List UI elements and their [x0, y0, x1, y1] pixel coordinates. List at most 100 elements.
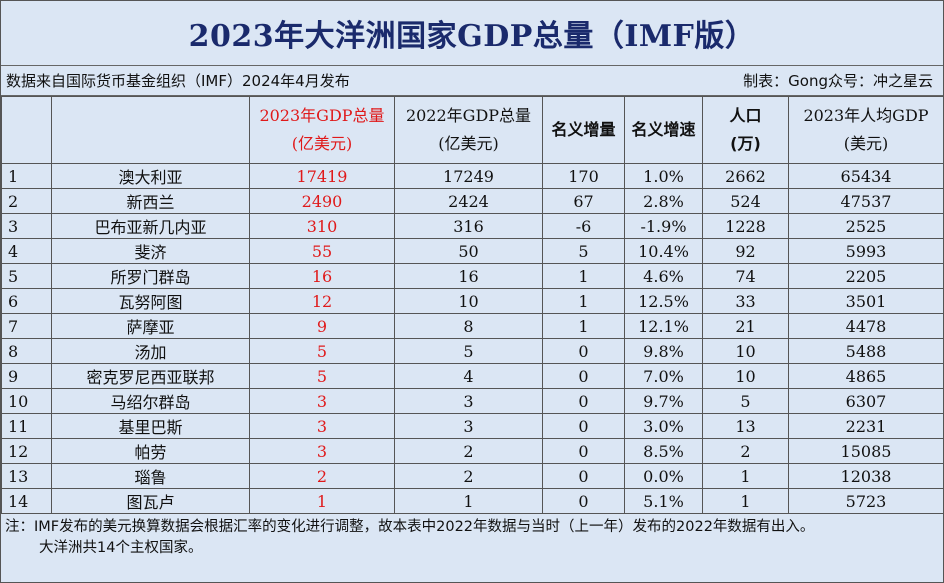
per-capita-cell: 2525: [788, 213, 944, 239]
footnote-line-2: 大洋洲共14个主权国家。: [39, 540, 203, 556]
growth-cell: 5.1%: [624, 488, 703, 514]
gdp2023-cell: 1: [249, 488, 395, 514]
table-row: 14 图瓦卢 1 1 0 5.1% 1 5723: [1, 488, 944, 514]
population-cell: 10: [702, 363, 789, 389]
population-cell: 1228: [702, 213, 789, 239]
rank-cell: 13: [1, 463, 52, 489]
header-population-unit: (万): [730, 134, 761, 153]
rank-cell: 4: [1, 238, 52, 264]
gdp2022-cell: 2: [394, 438, 543, 464]
gdp-table: 2023年GDP总量 (亿美元) 2022年GDP总量 (亿美元) 名义增量 名…: [1, 96, 944, 514]
country-cell: 马绍尔群岛: [51, 388, 250, 414]
rank-cell: 11: [1, 413, 52, 439]
gdp2022-cell: 17249: [394, 163, 543, 189]
gdp2022-cell: 8: [394, 313, 543, 339]
increase-cell: 170: [542, 163, 625, 189]
gdp2023-cell: 5: [249, 338, 395, 364]
table-row: 9 密克罗尼西亚联邦 5 4 0 7.0% 10 4865: [1, 363, 944, 389]
header-per-capita-label: 2023年人均GDP: [803, 106, 929, 125]
per-capita-cell: 5723: [788, 488, 944, 514]
per-capita-cell: 12038: [788, 463, 944, 489]
info-bar: 数据来自国际货币基金组织（IMF）2024年4月发布 制表：Gong众号：冲之星…: [1, 66, 943, 96]
header-population-label: 人口: [729, 106, 762, 125]
country-cell: 斐济: [51, 238, 250, 264]
rank-cell: 12: [1, 438, 52, 464]
header-population: 人口 (万): [702, 96, 789, 164]
country-cell: 巴布亚新几内亚: [51, 213, 250, 239]
gdp2023-cell: 5: [249, 363, 395, 389]
population-cell: 2662: [702, 163, 789, 189]
per-capita-cell: 5488: [788, 338, 944, 364]
title-bar: 2023年大洋洲国家GDP总量（IMF版）: [1, 1, 943, 66]
gdp2023-cell: 3: [249, 413, 395, 439]
increase-cell: 67: [542, 188, 625, 214]
table-row: 1 澳大利亚 17419 17249 170 1.0% 2662 65434: [1, 163, 944, 189]
header-rank: [1, 96, 52, 164]
country-cell: 澳大利亚: [51, 163, 250, 189]
per-capita-cell: 3501: [788, 288, 944, 314]
maker-text: 制表：Gong众号：冲之星云: [743, 72, 933, 90]
country-cell: 密克罗尼西亚联邦: [51, 363, 250, 389]
rank-cell: 14: [1, 488, 52, 514]
country-cell: 瑙鲁: [51, 463, 250, 489]
table-row: 10 马绍尔群岛 3 3 0 9.7% 5 6307: [1, 388, 944, 414]
gdp2022-cell: 10: [394, 288, 543, 314]
country-cell: 汤加: [51, 338, 250, 364]
gdp2022-cell: 3: [394, 388, 543, 414]
growth-cell: 4.6%: [624, 263, 703, 289]
header-country: [51, 96, 250, 164]
rank-cell: 5: [1, 263, 52, 289]
gdp2023-cell: 17419: [249, 163, 395, 189]
page-title: 2023年大洋洲国家GDP总量（IMF版）: [188, 19, 756, 54]
population-cell: 21: [702, 313, 789, 339]
population-cell: 13: [702, 413, 789, 439]
gdp2022-cell: 316: [394, 213, 543, 239]
per-capita-cell: 2205: [788, 263, 944, 289]
increase-cell: -6: [542, 213, 625, 239]
growth-cell: 7.0%: [624, 363, 703, 389]
growth-cell: 12.1%: [624, 313, 703, 339]
country-cell: 图瓦卢: [51, 488, 250, 514]
rank-cell: 8: [1, 338, 52, 364]
gdp2023-cell: 16: [249, 263, 395, 289]
growth-cell: 3.0%: [624, 413, 703, 439]
header-gdp2022-label: 2022年GDP总量: [405, 106, 532, 125]
population-cell: 1: [702, 488, 789, 514]
increase-cell: 0: [542, 338, 625, 364]
growth-cell: 9.7%: [624, 388, 703, 414]
rank-cell: 7: [1, 313, 52, 339]
rank-cell: 6: [1, 288, 52, 314]
gdp2022-cell: 2424: [394, 188, 543, 214]
gdp2022-cell: 3: [394, 413, 543, 439]
population-cell: 5: [702, 388, 789, 414]
per-capita-cell: 5993: [788, 238, 944, 264]
header-gdp2023: 2023年GDP总量 (亿美元): [249, 96, 395, 164]
increase-cell: 1: [542, 263, 625, 289]
gdp2022-cell: 4: [394, 363, 543, 389]
increase-cell: 1: [542, 288, 625, 314]
increase-cell: 0: [542, 488, 625, 514]
per-capita-cell: 4478: [788, 313, 944, 339]
table-row: 3 巴布亚新几内亚 310 316 -6 -1.9% 1228 2525: [1, 213, 944, 239]
country-cell: 基里巴斯: [51, 413, 250, 439]
header-per-capita-unit: (美元): [843, 134, 889, 153]
population-cell: 2: [702, 438, 789, 464]
population-cell: 524: [702, 188, 789, 214]
header-gdp2023-label: 2023年GDP总量: [259, 106, 385, 125]
increase-cell: 0: [542, 388, 625, 414]
gdp2022-cell: 1: [394, 488, 543, 514]
rank-cell: 1: [1, 163, 52, 189]
growth-cell: 2.8%: [624, 188, 703, 214]
gdp2022-cell: 16: [394, 263, 543, 289]
growth-cell: 10.4%: [624, 238, 703, 264]
table-row: 11 基里巴斯 3 3 0 3.0% 13 2231: [1, 413, 944, 439]
increase-cell: 0: [542, 438, 625, 464]
footnote-line-1: 注：IMF发布的美元换算数据会根据汇率的变化进行调整，故本表中2022年数据与当…: [5, 519, 815, 535]
rank-cell: 2: [1, 188, 52, 214]
growth-cell: -1.9%: [624, 213, 703, 239]
header-growth: 名义增速: [624, 96, 703, 164]
table-row: 13 瑙鲁 2 2 0 0.0% 1 12038: [1, 463, 944, 489]
population-cell: 74: [702, 263, 789, 289]
population-cell: 92: [702, 238, 789, 264]
